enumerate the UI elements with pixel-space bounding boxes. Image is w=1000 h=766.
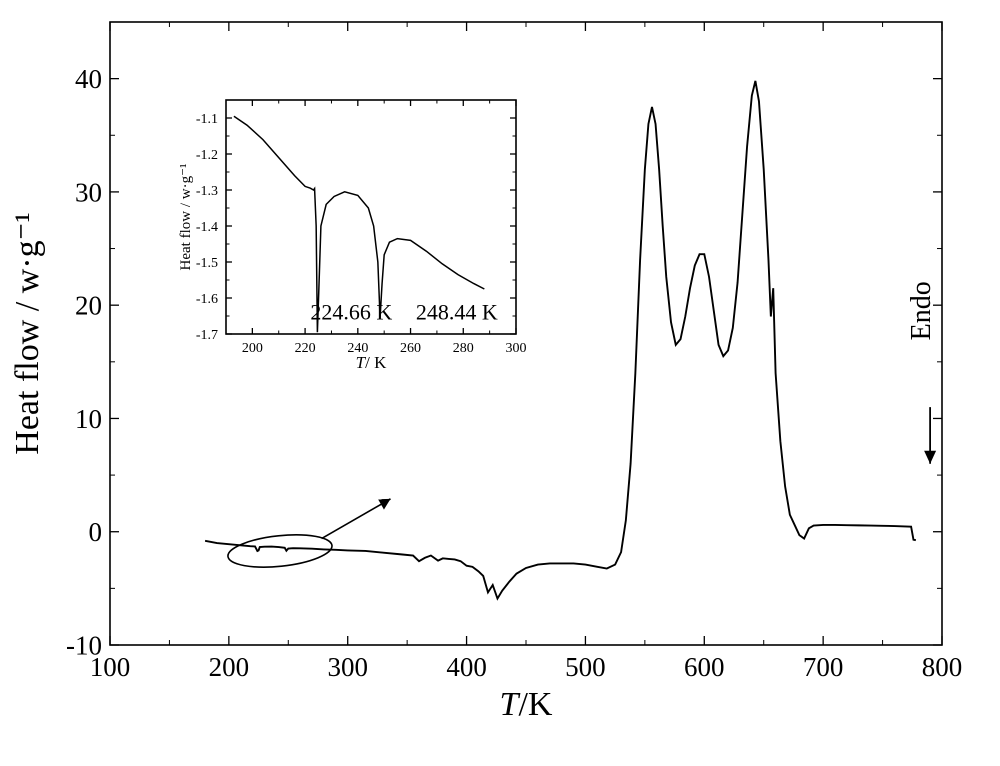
svg-text:Heat flow / w·g⁻¹: Heat flow / w·g⁻¹ [178,164,194,271]
svg-text:0: 0 [89,517,103,547]
svg-text:300: 300 [506,341,527,356]
svg-text:-1.4: -1.4 [196,220,218,235]
svg-text:224.66 K: 224.66 K [310,300,392,325]
svg-text:-1.2: -1.2 [196,148,218,163]
svg-text:-10: -10 [66,630,102,660]
svg-text:40: 40 [75,64,102,94]
svg-text:T/K: T/K [500,686,553,723]
svg-text:T/ K: T/ K [356,353,387,372]
svg-text:20: 20 [75,291,102,321]
svg-text:Heat flow / w·g⁻¹: Heat flow / w·g⁻¹ [9,212,46,454]
svg-text:200: 200 [242,341,263,356]
svg-text:10: 10 [75,404,102,434]
svg-text:800: 800 [922,652,963,682]
svg-text:200: 200 [209,652,250,682]
svg-text:248.44 K: 248.44 K [416,300,498,325]
svg-text:-1.7: -1.7 [196,328,218,343]
svg-text:260: 260 [400,341,421,356]
svg-text:600: 600 [684,652,725,682]
svg-text:220: 220 [295,341,316,356]
svg-text:500: 500 [565,652,606,682]
svg-text:280: 280 [453,341,474,356]
svg-text:300: 300 [327,652,368,682]
svg-text:Endo: Endo [906,281,937,340]
svg-text:400: 400 [446,652,487,682]
svg-text:30: 30 [75,177,102,207]
svg-text:-1.5: -1.5 [196,256,218,271]
svg-text:-1.3: -1.3 [196,184,218,199]
svg-text:700: 700 [803,652,844,682]
svg-text:-1.6: -1.6 [196,292,218,307]
svg-text:-1.1: -1.1 [196,112,218,127]
